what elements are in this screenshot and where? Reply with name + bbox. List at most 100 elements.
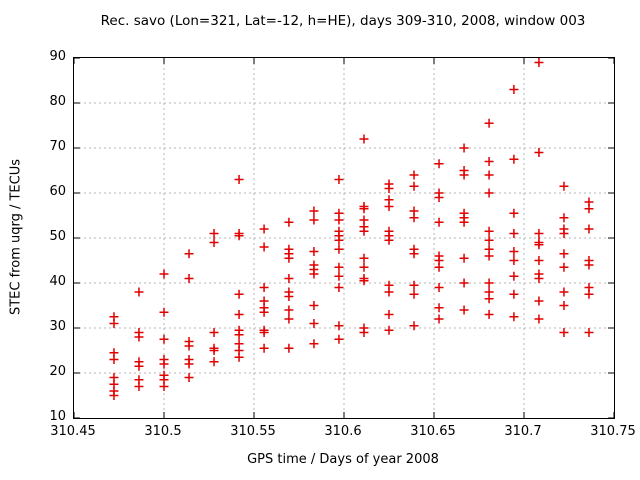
x-tick-label: 310.65 — [410, 424, 456, 439]
data-point-marker — [409, 289, 419, 299]
data-point-marker — [209, 328, 219, 337]
data-point-marker — [459, 170, 469, 180]
data-point-marker — [434, 159, 444, 169]
data-point-marker — [234, 289, 244, 299]
data-point-marker — [484, 170, 494, 180]
data-point-marker — [409, 213, 419, 223]
data-point-marker — [284, 274, 294, 283]
data-point-marker — [184, 341, 194, 351]
data-point-marker — [359, 276, 369, 286]
data-point-marker — [534, 296, 544, 306]
data-point-marker — [259, 307, 269, 317]
data-point-marker — [309, 301, 319, 310]
data-point-marker — [384, 310, 394, 319]
data-point-marker — [309, 206, 319, 216]
data-point-marker — [509, 289, 519, 299]
data-point-marker — [409, 181, 419, 191]
data-point-marker — [259, 328, 269, 337]
data-point-marker — [484, 235, 494, 245]
y-axis-label: STEC from uqrg / TECUs — [8, 158, 24, 316]
data-point-marker — [409, 170, 419, 180]
x-axis-label: GPS time / Days of year 2008 — [247, 452, 439, 467]
y-tick-label: 10 — [49, 409, 66, 424]
y-tick-label: 30 — [49, 319, 66, 334]
data-point-marker — [584, 260, 594, 270]
x-tick-label: 310.45 — [50, 424, 96, 439]
x-tick-label: 310.6 — [324, 424, 362, 439]
data-point-marker — [559, 249, 569, 259]
x-tick-label: 310.75 — [590, 424, 636, 439]
y-tick-label: 40 — [49, 274, 66, 289]
data-point-marker — [584, 204, 594, 214]
data-point-marker — [359, 262, 369, 272]
data-point-marker — [234, 231, 244, 241]
data-point-marker — [334, 215, 344, 225]
data-point-marker — [334, 334, 344, 344]
data-point-marker — [334, 321, 344, 331]
data-point-marker — [484, 157, 494, 166]
data-point-marker — [509, 208, 519, 218]
data-point-marker — [509, 312, 519, 322]
data-point-marker — [484, 188, 494, 198]
data-point-marker — [109, 355, 119, 364]
data-point-marker — [559, 181, 569, 191]
data-point-marker — [284, 217, 294, 227]
data-point-marker — [334, 262, 344, 272]
data-point-marker — [359, 253, 369, 263]
data-point-marker — [559, 229, 569, 238]
data-point-marker — [359, 134, 369, 144]
data-point-marker — [484, 118, 494, 128]
data-point-marker — [334, 283, 344, 292]
data-point-marker — [534, 58, 544, 67]
data-point-marker — [384, 235, 394, 245]
data-point-marker — [234, 352, 244, 362]
data-point-marker — [384, 202, 394, 211]
data-point-marker — [284, 343, 294, 353]
data-point-marker — [384, 325, 394, 335]
data-point-marker — [434, 262, 444, 272]
data-point-marker — [184, 249, 194, 259]
data-point-marker — [359, 226, 369, 236]
data-point-marker — [459, 278, 469, 288]
y-tick-label: 60 — [49, 184, 66, 199]
data-point-marker — [484, 310, 494, 319]
data-point-marker — [184, 373, 194, 382]
data-point-marker — [484, 294, 494, 304]
data-point-marker — [234, 175, 244, 184]
data-point-marker — [434, 314, 444, 324]
data-point-marker — [434, 283, 444, 292]
data-point-marker — [159, 382, 169, 391]
y-tick-label: 70 — [49, 139, 66, 154]
data-point-marker — [284, 305, 294, 315]
data-point-marker — [159, 269, 169, 279]
data-point-marker — [209, 229, 219, 238]
data-point-marker — [534, 148, 544, 157]
data-point-marker — [584, 289, 594, 299]
x-tick-label: 310.7 — [504, 424, 542, 439]
data-point-marker — [509, 247, 519, 256]
plot-area — [73, 57, 615, 419]
data-point-marker — [509, 85, 519, 94]
data-point-marker — [334, 271, 344, 281]
data-point-marker — [409, 321, 419, 331]
data-point-marker — [534, 229, 544, 238]
data-point-marker — [159, 307, 169, 317]
data-point-marker — [434, 217, 444, 227]
data-point-marker — [459, 305, 469, 315]
data-point-marker — [334, 175, 344, 184]
data-point-marker — [309, 319, 319, 328]
data-point-marker — [484, 251, 494, 261]
data-point-marker — [134, 361, 144, 371]
scatter-points — [109, 58, 594, 400]
chart-title: Rec. savo (Lon=321, Lat=-12, h=HE), days… — [100, 13, 586, 29]
data-point-marker — [184, 274, 194, 283]
x-tick-label: 310.5 — [144, 424, 182, 439]
x-tick-label: 310.55 — [230, 424, 276, 439]
data-point-marker — [434, 193, 444, 202]
data-point-marker — [359, 204, 369, 214]
data-point-marker — [534, 274, 544, 283]
data-point-marker — [259, 343, 269, 353]
data-point-marker — [584, 328, 594, 337]
data-point-marker — [159, 334, 169, 344]
